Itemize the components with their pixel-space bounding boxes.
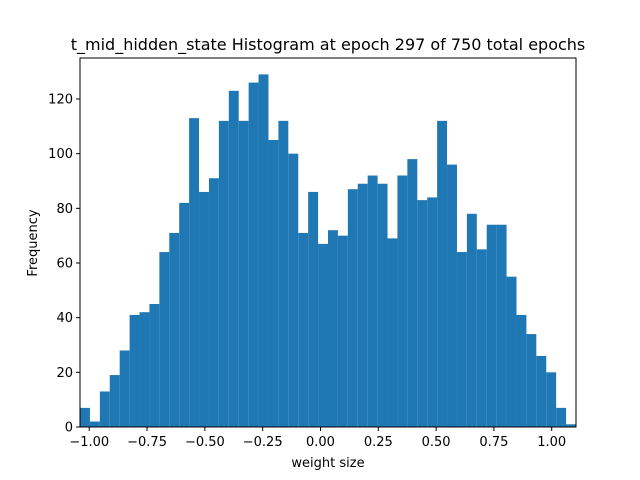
x-tick-label: 0.50	[422, 435, 451, 450]
chart-title: t_mid_hidden_state Histogram at epoch 29…	[71, 35, 586, 55]
histogram-bar	[377, 183, 388, 427]
y-tick-label: 20	[56, 366, 73, 381]
histogram-bar	[298, 232, 309, 427]
y-tick-label: 40	[56, 311, 73, 326]
y-tick-label: 60	[56, 257, 73, 272]
histogram-bar	[80, 407, 90, 427]
histogram-bar	[417, 200, 428, 427]
histogram-bar	[228, 90, 239, 428]
histogram-bar	[536, 355, 547, 427]
histogram-bar	[179, 202, 190, 427]
histogram-bar	[466, 213, 477, 427]
y-axis-title: Frequency	[26, 209, 41, 276]
plot-frame	[79, 57, 577, 428]
histogram-bar	[546, 372, 557, 427]
histogram-bar	[357, 183, 368, 427]
y-tick-label: 120	[48, 93, 73, 108]
histogram-bar	[238, 120, 249, 428]
histogram-bar	[258, 74, 269, 428]
histogram-bar	[199, 191, 209, 427]
x-tick-label: 0.00	[306, 435, 335, 450]
histogram-bar	[328, 230, 338, 427]
x-tick-label: −1.00	[69, 435, 109, 450]
x-tick-label: −0.25	[243, 435, 283, 450]
histogram-bar	[248, 82, 259, 427]
histogram-bar	[367, 175, 378, 427]
histogram-bar	[447, 164, 457, 427]
histogram-bar	[129, 314, 140, 427]
histogram-bar	[476, 249, 487, 427]
histogram-bar	[566, 424, 576, 427]
histogram-bar	[427, 197, 438, 427]
histogram-bar	[407, 159, 418, 427]
histogram-bar	[109, 375, 120, 427]
histogram-bar	[149, 304, 160, 427]
x-axis: −1.00 −0.75 −0.50 −0.25 0.00 0.25 0.50 0.75 1.00	[69, 427, 566, 450]
histogram-bar	[89, 421, 100, 427]
y-tick-label: 0	[65, 421, 73, 436]
histogram-bar	[506, 276, 517, 427]
histogram-bar	[278, 120, 289, 428]
x-tick-label: 1.00	[537, 435, 566, 450]
y-tick-label: 80	[56, 202, 73, 217]
x-tick-label: 0.25	[364, 435, 393, 450]
y-tick-label: 100	[48, 147, 73, 162]
histogram-bar	[486, 224, 497, 427]
histogram-bar	[556, 407, 567, 427]
histogram-bar	[347, 189, 358, 427]
histogram-bar	[337, 235, 348, 427]
x-axis-title: weight size	[291, 456, 364, 471]
histogram-bar	[218, 120, 229, 428]
histogram-bar	[139, 312, 150, 427]
histogram-bar	[189, 118, 200, 427]
bars-group	[80, 74, 576, 428]
y-axis: 0 20 40 60 80 100 120	[48, 93, 80, 436]
histogram-bar	[318, 243, 328, 427]
histogram-bar	[397, 175, 408, 427]
histogram-bar	[208, 178, 219, 427]
histogram-bar	[99, 391, 110, 427]
histogram-bar	[496, 224, 507, 427]
x-tick-label: 0.75	[479, 435, 508, 450]
x-tick-label: −0.50	[185, 435, 225, 450]
histogram-bar	[516, 314, 527, 427]
x-tick-label: −0.75	[127, 435, 167, 450]
histogram-bar	[456, 252, 467, 427]
histogram-bar	[387, 238, 398, 427]
histogram-bar	[268, 140, 279, 427]
histogram-bar	[159, 252, 170, 427]
histogram-bar	[437, 120, 448, 428]
histogram-bar	[288, 153, 299, 428]
histogram-bar	[526, 334, 537, 427]
histogram-bar	[169, 232, 180, 427]
histogram-bar	[119, 350, 130, 427]
histogram-bar	[308, 191, 319, 427]
